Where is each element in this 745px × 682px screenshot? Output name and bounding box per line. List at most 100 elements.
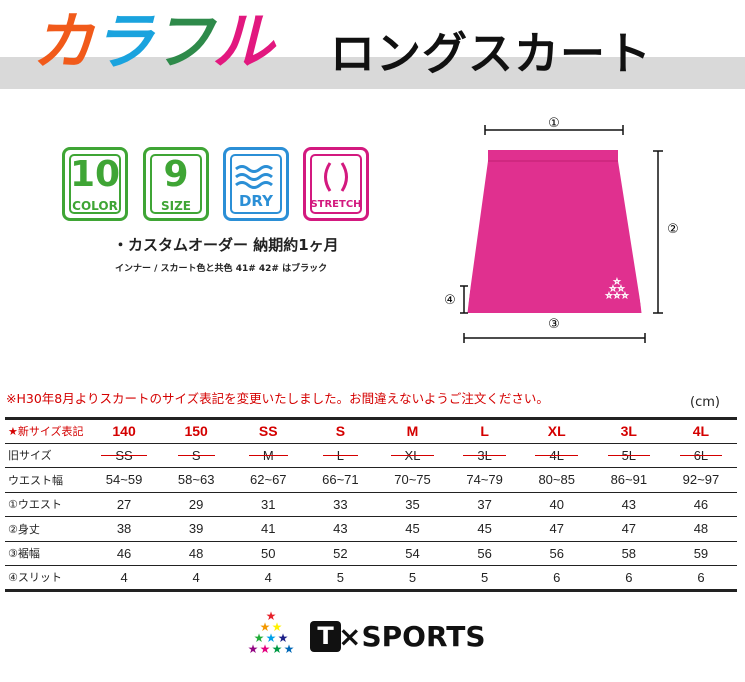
unit-label: (cm) bbox=[690, 395, 720, 410]
table-cell: 31 bbox=[232, 492, 305, 517]
badge-label: STRETCH bbox=[310, 199, 362, 210]
badge-value: 9 bbox=[163, 154, 189, 195]
table-cell: 5 bbox=[448, 565, 521, 592]
table-cell: 39 bbox=[160, 516, 233, 542]
table-row: ①ウエスト 27 29 31 33 35 37 40 43 46 bbox=[5, 492, 737, 517]
table-cell: 66~71 bbox=[304, 467, 377, 493]
table-cell: 5 bbox=[304, 565, 377, 592]
waves-icon bbox=[235, 165, 273, 189]
table-cell: 40 bbox=[520, 492, 593, 517]
svg-text:☆: ☆ bbox=[613, 277, 620, 286]
table-cell: 54 bbox=[376, 541, 449, 566]
stretch-badge: STRETCH bbox=[303, 147, 369, 221]
skirt-diagram: ① ② ☆ ☆ ☆ ☆ ☆ ☆ ③ ④ bbox=[444, 116, 679, 343]
table-cell: 58~63 bbox=[160, 467, 233, 493]
table-cell: 6 bbox=[520, 565, 593, 592]
table-cell: 4 bbox=[160, 565, 233, 592]
table-cell: 86~91 bbox=[592, 467, 665, 493]
table-row: ②身丈 38 39 41 43 45 45 47 47 48 bbox=[5, 516, 737, 542]
dry-badge: DRY bbox=[223, 147, 289, 221]
svg-text:☆: ☆ bbox=[613, 291, 620, 300]
table-cell: 59 bbox=[664, 541, 737, 566]
table-cell: XL bbox=[376, 443, 449, 468]
title-band bbox=[0, 57, 745, 89]
old-size-value: S bbox=[178, 448, 214, 463]
table-cell: 62~67 bbox=[232, 467, 305, 493]
svg-text:☆: ☆ bbox=[605, 291, 612, 300]
old-size-value: 3L bbox=[463, 448, 507, 463]
table-cell: 33 bbox=[304, 492, 377, 517]
logo-star: ★ bbox=[278, 631, 289, 645]
table-cell: 70~75 bbox=[376, 467, 449, 493]
table-cell: 4L bbox=[664, 417, 737, 444]
star-logo-icon: ☆ ☆ ☆ ☆ ☆ ☆ bbox=[605, 277, 629, 301]
title-colorful: カラフル bbox=[32, 5, 274, 78]
table-cell: 48 bbox=[664, 516, 737, 542]
title-char: フ bbox=[152, 5, 214, 78]
diagram-label-hem: ③ bbox=[548, 317, 560, 332]
table-cell: 45 bbox=[376, 516, 449, 542]
table-cell: S bbox=[304, 417, 377, 444]
row-label: ①ウエスト bbox=[5, 492, 88, 517]
table-row: ③裾幅 46 48 50 52 54 56 56 58 59 bbox=[5, 541, 737, 566]
size-table: ★新サイズ表記 140 150 SS S M L XL 3L 4L 旧サイズ SS S M L XL 3L 4L 5… bbox=[5, 417, 737, 592]
old-size-value: 6L bbox=[679, 448, 723, 463]
table-row: ④スリット 4 4 4 5 5 5 6 6 6 bbox=[5, 565, 737, 592]
svg-text:☆: ☆ bbox=[621, 291, 628, 300]
table-cell: 46 bbox=[88, 541, 161, 566]
table-cell: 5 bbox=[376, 565, 449, 592]
logo-star: ★ bbox=[254, 631, 265, 645]
table-cell: 52 bbox=[304, 541, 377, 566]
table-row: ウエスト幅 54~59 58~63 62~67 66~71 70~75 74~79 80~85… bbox=[5, 467, 737, 493]
table-cell: 92~97 bbox=[664, 467, 737, 493]
table-cell: 6L bbox=[664, 443, 737, 468]
row-label: ウエスト幅 bbox=[5, 467, 88, 493]
brand-logo-text: ×SPORTS bbox=[338, 620, 486, 653]
table-cell: 80~85 bbox=[520, 467, 593, 493]
svg-text:☆: ☆ bbox=[617, 284, 624, 293]
table-cell: 45 bbox=[448, 516, 521, 542]
badge-value: 10 bbox=[69, 154, 121, 195]
table-cell: 56 bbox=[448, 541, 521, 566]
table-cell: 6 bbox=[664, 565, 737, 592]
size-change-notice: ※H30年8月よりスカートのサイズ表記を変更いたしました。お間違えないようご注文… bbox=[6, 391, 549, 406]
diagram-label-waist: ① bbox=[548, 116, 560, 131]
diagram-label-length: ② bbox=[667, 222, 679, 237]
svg-text:☆: ☆ bbox=[609, 284, 616, 293]
spec-note: ・カスタムオーダー 納期約1ヶ月 bbox=[113, 236, 339, 254]
row-label: ③裾幅 bbox=[5, 541, 88, 566]
table-cell: 46 bbox=[664, 492, 737, 517]
table-cell: 4 bbox=[88, 565, 161, 592]
table-cell: S bbox=[160, 443, 233, 468]
table-cell: L bbox=[448, 417, 521, 444]
title-char: ラ bbox=[92, 5, 154, 78]
logo-star: ★ bbox=[284, 642, 295, 656]
table-cell: 47 bbox=[592, 516, 665, 542]
table-cell: 58 bbox=[592, 541, 665, 566]
table-cell: 74~79 bbox=[448, 467, 521, 493]
logo-star: ★ bbox=[272, 642, 283, 656]
table-row: 旧サイズ SS S M L XL 3L 4L 5L 6L bbox=[5, 443, 737, 468]
old-size-value: 5L bbox=[607, 448, 651, 463]
page-title: ロングスカート bbox=[330, 27, 653, 80]
old-size-value: L bbox=[322, 448, 359, 463]
stretch-icon bbox=[324, 162, 348, 192]
table-cell: 4 bbox=[232, 565, 305, 592]
table-cell: 35 bbox=[376, 492, 449, 517]
table-cell: 48 bbox=[160, 541, 233, 566]
table-cell: 54~59 bbox=[88, 467, 161, 493]
logo-star: ★ bbox=[260, 642, 271, 656]
table-cell: 38 bbox=[88, 516, 161, 542]
size-count-badge: 9 SIZE bbox=[143, 147, 209, 221]
table-cell: 43 bbox=[304, 516, 377, 542]
row-label: ②身丈 bbox=[5, 516, 88, 542]
table-cell: M bbox=[232, 443, 305, 468]
star-logo-icon: ★★ ★★ ★ ★★ ★ ★ ★ bbox=[248, 609, 295, 656]
old-size-value: SS bbox=[101, 448, 148, 463]
old-size-value: XL bbox=[390, 448, 435, 463]
table-cell: XL bbox=[520, 417, 593, 444]
table-cell: 56 bbox=[520, 541, 593, 566]
table-cell: SS bbox=[88, 443, 161, 468]
logo-star: ★ bbox=[266, 631, 277, 645]
row-label: 旧サイズ bbox=[5, 443, 88, 468]
